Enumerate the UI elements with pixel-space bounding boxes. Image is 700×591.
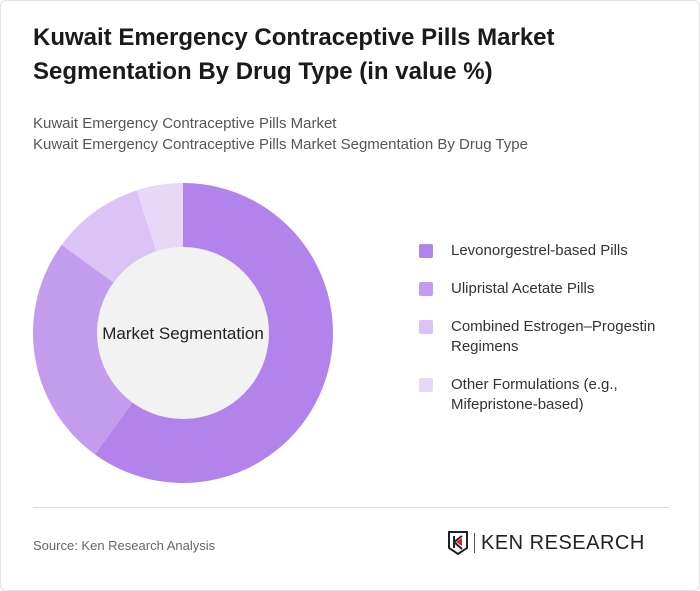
chart-title: Kuwait Emergency Contraceptive Pills Mar… xyxy=(33,24,555,85)
legend-swatch xyxy=(419,244,433,258)
center-label: Market Segmentation xyxy=(102,324,264,343)
subtitle-market: Kuwait Emergency Contraceptive Pills Mar… xyxy=(33,115,337,132)
legend-label: Ulipristal Acetate Pills xyxy=(451,280,595,297)
subtitle-segmentation: Kuwait Emergency Contraceptive Pills Mar… xyxy=(33,136,528,153)
legend-swatch xyxy=(419,320,433,334)
legend-item: Combined Estrogen–Progestin Regimens xyxy=(419,317,679,357)
legend-item: Ulipristal Acetate Pills xyxy=(419,279,679,299)
source-note: Source: Ken Research Analysis xyxy=(33,538,216,553)
legend-item: Other Formulations (e.g., Mifepristone-b… xyxy=(419,375,679,415)
legend-label: Combined Estrogen–Progestin Regimens xyxy=(451,318,656,355)
legend-swatch xyxy=(419,378,433,392)
legend: Levonorgestrel-based Pills Ulipristal Ace… xyxy=(419,241,679,433)
legend-item: Levonorgestrel-based Pills xyxy=(419,241,679,261)
donut-chart: Market Segmentation xyxy=(33,183,333,483)
logo-text: KEN RESEARCH xyxy=(474,533,645,553)
legend-swatch xyxy=(419,282,433,296)
logo-icon xyxy=(448,531,468,555)
divider xyxy=(33,507,669,508)
legend-label: Levonorgestrel-based Pills xyxy=(451,242,628,259)
donut-hole xyxy=(97,247,269,419)
ken-research-logo: KEN RESEARCH xyxy=(448,531,645,555)
legend-label: Other Formulations (e.g., Mifepristone-b… xyxy=(451,376,618,413)
